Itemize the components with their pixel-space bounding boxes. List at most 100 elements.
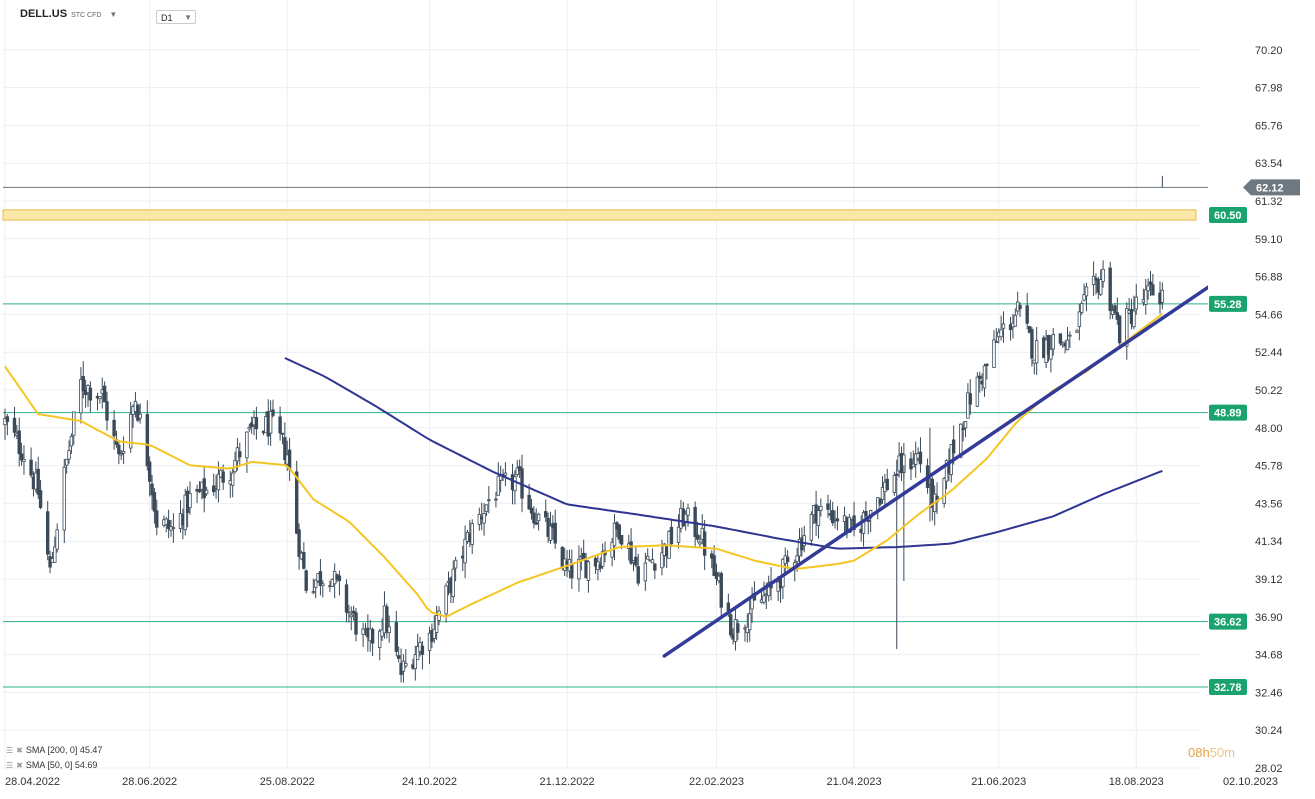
moving-averages — [4, 313, 1163, 618]
instrument-type: STC CFD — [71, 12, 102, 19]
chevron-down-icon[interactable]: ▼ — [109, 10, 118, 19]
candle — [1068, 331, 1072, 348]
candle-body — [726, 602, 731, 612]
candle — [1094, 273, 1098, 295]
candle-body — [816, 510, 821, 526]
candle-body — [494, 498, 498, 501]
candle-body — [268, 411, 273, 434]
candle — [494, 491, 498, 508]
candle — [999, 315, 1003, 341]
y-tick-label: 36.90 — [1255, 612, 1283, 624]
grid-lines — [3, 0, 1244, 770]
x-tick-label: 24.10.2022 — [402, 776, 457, 788]
candle-body — [866, 519, 870, 522]
price-axis-bg — [1208, 0, 1315, 799]
candle — [3, 408, 7, 440]
candle-body — [918, 451, 923, 465]
candle — [1030, 327, 1034, 367]
candle-body — [1146, 285, 1150, 292]
x-tick-label: 22.02.2023 — [689, 776, 744, 788]
close-icon[interactable]: ✖ — [16, 746, 23, 755]
candle-body — [1034, 340, 1039, 364]
settings-icon[interactable]: ☰ — [6, 746, 14, 755]
price-axis[interactable]: 70.20 67.98 65.76 63.54 61.32 59.10 56.88 54.66… — [1208, 0, 1315, 799]
y-tick-label: 45.78 — [1255, 461, 1283, 473]
candle-body — [247, 426, 251, 430]
candle-body — [453, 559, 458, 569]
candle-body — [1018, 305, 1022, 309]
candle-body — [963, 420, 968, 429]
trendline-group[interactable] — [662, 277, 1222, 658]
candle — [72, 411, 76, 446]
candle — [112, 410, 116, 450]
candle — [634, 546, 638, 568]
candle-body — [88, 387, 93, 401]
candle — [1132, 295, 1136, 330]
timeframe-dropdown[interactable]: D1 ▼ — [156, 10, 196, 24]
candle — [1082, 283, 1086, 302]
candle — [959, 423, 963, 459]
candle — [534, 508, 538, 526]
candle-body — [646, 555, 650, 560]
candle — [453, 556, 458, 582]
candle-body — [254, 417, 259, 430]
symbol-selector[interactable]: DELL.US STC CFD ▼ — [20, 8, 117, 20]
candle-body — [513, 476, 517, 492]
candle-body — [12, 417, 17, 433]
candle — [544, 499, 548, 523]
candle-body — [19, 453, 24, 461]
candle-body — [396, 655, 401, 659]
candle — [150, 475, 154, 510]
candle — [404, 649, 408, 669]
candle — [304, 569, 308, 594]
candle-body — [527, 494, 531, 510]
candle-body — [729, 614, 733, 636]
candle — [354, 607, 358, 642]
legend-sma200: ☰ ✖ SMA [200, 0] 45.47 — [6, 745, 102, 755]
candle — [826, 494, 830, 518]
candle-body — [197, 489, 202, 493]
y-tick-label: 34.68 — [1255, 650, 1283, 662]
candle-body — [994, 341, 999, 343]
y-tick-label: 32.46 — [1255, 687, 1283, 699]
candle-body — [55, 529, 59, 550]
candle-body — [238, 451, 242, 458]
candle — [62, 458, 66, 544]
time-axis[interactable]: 28.04.2022 28.06.2022 25.08.2022 24.10.2022… — [5, 776, 1278, 788]
candle-body — [98, 396, 102, 400]
close-icon[interactable]: ✖ — [16, 761, 23, 770]
candle-body — [72, 411, 76, 436]
candle-body — [1132, 310, 1136, 328]
candle-body — [1082, 294, 1086, 301]
candle-body — [245, 431, 249, 459]
candle — [361, 622, 365, 647]
candle — [819, 498, 823, 517]
legend-sma50-label: SMA [50, 0] 54.69 — [25, 760, 98, 770]
candle-body — [826, 503, 830, 510]
candle — [536, 512, 541, 531]
candle-body — [600, 551, 605, 567]
candle-body — [53, 546, 57, 563]
candle-body — [295, 471, 299, 534]
candle-body — [548, 525, 553, 541]
candle — [529, 498, 534, 520]
candle — [1148, 271, 1153, 296]
trendline[interactable] — [662, 277, 1222, 658]
candle — [1001, 311, 1006, 343]
candle-body — [22, 458, 26, 462]
candle-body — [992, 339, 996, 368]
candle-body — [1144, 289, 1148, 305]
candle — [105, 391, 109, 431]
candle — [835, 506, 840, 531]
candle — [1117, 314, 1122, 346]
y-tick-label: 54.66 — [1255, 309, 1283, 321]
candle-body — [864, 511, 868, 517]
candle-body — [81, 376, 85, 392]
settings-icon[interactable]: ☰ — [6, 761, 14, 770]
x-tick-label: 21.06.2023 — [971, 776, 1026, 788]
candle — [88, 381, 93, 413]
candle-body — [809, 514, 814, 541]
candle-body — [434, 615, 439, 633]
candle — [337, 570, 342, 596]
